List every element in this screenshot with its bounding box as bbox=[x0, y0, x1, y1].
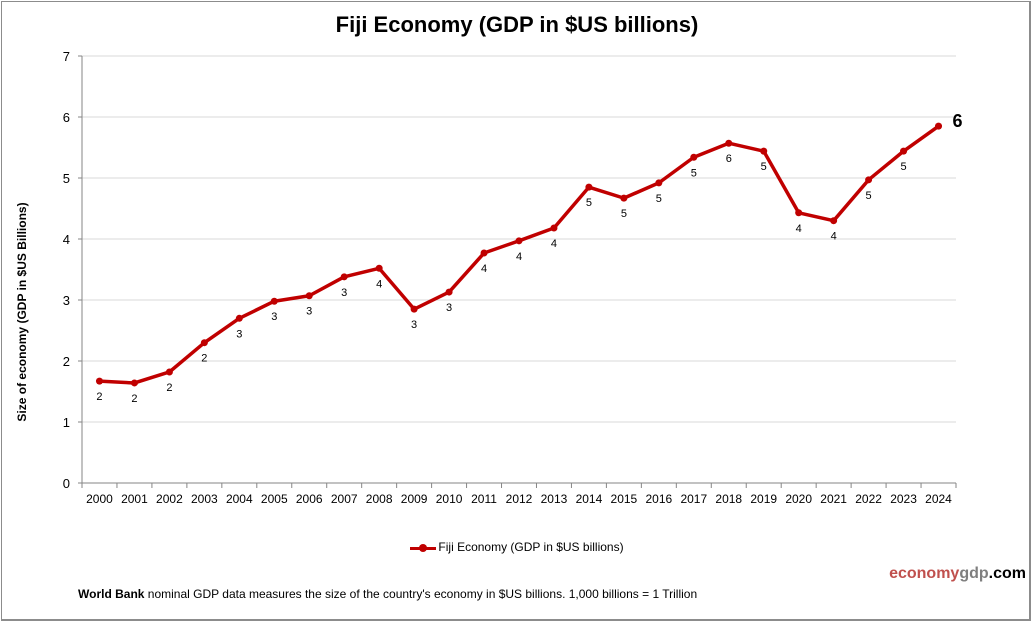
y-tick-label: 5 bbox=[63, 171, 70, 186]
y-tick-label: 1 bbox=[63, 415, 70, 430]
data-label: 4 bbox=[516, 251, 522, 263]
x-tick-label: 2014 bbox=[576, 492, 603, 506]
y-tick-label: 6 bbox=[63, 110, 70, 125]
x-tick-label: 2015 bbox=[611, 492, 638, 506]
data-label: 4 bbox=[551, 238, 557, 250]
data-label: 5 bbox=[866, 190, 872, 202]
data-point bbox=[725, 139, 733, 147]
data-point bbox=[550, 224, 558, 232]
data-point bbox=[655, 179, 663, 187]
data-point bbox=[165, 368, 173, 376]
x-tick-label: 2000 bbox=[86, 492, 113, 506]
data-label: 4 bbox=[831, 231, 837, 243]
y-tick-label: 4 bbox=[63, 232, 70, 247]
data-point bbox=[95, 377, 103, 385]
data-point bbox=[690, 153, 698, 161]
y-tick-label: 2 bbox=[63, 354, 70, 369]
data-label: 2 bbox=[166, 382, 172, 394]
data-point bbox=[410, 305, 418, 313]
legend-swatch bbox=[410, 543, 437, 553]
x-tick-label: 2017 bbox=[680, 492, 707, 506]
data-label: 5 bbox=[761, 161, 767, 173]
data-label: 5 bbox=[586, 197, 592, 209]
data-label: 4 bbox=[376, 278, 382, 290]
x-tick-label: 2019 bbox=[750, 492, 777, 506]
x-tick-label: 2003 bbox=[191, 492, 218, 506]
x-tick-label: 2010 bbox=[436, 492, 463, 506]
x-tick-label: 2022 bbox=[855, 492, 882, 506]
x-tick-label: 2005 bbox=[261, 492, 288, 506]
data-label: 5 bbox=[621, 208, 627, 220]
legend: Fiji Economy (GDP in $US billions) bbox=[0, 540, 1034, 554]
x-tick-label: 2001 bbox=[121, 492, 148, 506]
x-tick-label: 2008 bbox=[366, 492, 393, 506]
data-label: 5 bbox=[691, 167, 697, 179]
data-label: 3 bbox=[306, 306, 312, 318]
data-point bbox=[795, 209, 803, 217]
data-label: 3 bbox=[271, 311, 277, 323]
data-point bbox=[235, 314, 243, 322]
data-point bbox=[865, 176, 873, 184]
source-note: World Bank nominal GDP data measures the… bbox=[78, 587, 697, 601]
y-tick-label: 0 bbox=[63, 476, 70, 491]
x-tick-label: 2007 bbox=[331, 492, 358, 506]
data-point bbox=[900, 147, 908, 155]
data-label: 6 bbox=[726, 153, 732, 165]
x-tick-label: 2020 bbox=[785, 492, 812, 506]
x-tick-label: 2021 bbox=[820, 492, 847, 506]
x-tick-label: 2004 bbox=[226, 492, 253, 506]
x-tick-label: 2006 bbox=[296, 492, 323, 506]
data-point bbox=[130, 379, 138, 387]
data-label: 3 bbox=[236, 328, 242, 340]
data-point bbox=[585, 183, 593, 191]
x-tick-label: 2016 bbox=[645, 492, 672, 506]
data-label: 2 bbox=[96, 391, 102, 403]
data-label: 3 bbox=[411, 319, 417, 331]
data-label: 3 bbox=[446, 302, 452, 314]
data-point bbox=[200, 339, 208, 347]
x-tick-label: 2018 bbox=[715, 492, 742, 506]
data-point bbox=[340, 273, 348, 281]
x-tick-label: 2002 bbox=[156, 492, 183, 506]
data-point bbox=[480, 249, 488, 257]
y-tick-label: 7 bbox=[63, 49, 70, 64]
x-tick-label: 2009 bbox=[401, 492, 428, 506]
data-label: 6 bbox=[953, 111, 963, 131]
source-name: World Bank bbox=[78, 587, 145, 601]
data-point bbox=[830, 217, 838, 225]
x-tick-label: 2013 bbox=[541, 492, 568, 506]
data-point bbox=[375, 264, 383, 272]
x-tick-label: 2011 bbox=[471, 492, 497, 506]
data-point bbox=[620, 194, 628, 202]
data-point bbox=[445, 288, 453, 296]
data-label: 3 bbox=[341, 287, 347, 299]
data-label: 5 bbox=[656, 193, 662, 205]
brand-logo: economygdp.com bbox=[889, 565, 1026, 582]
x-tick-label: 2024 bbox=[925, 492, 952, 506]
data-point bbox=[305, 292, 313, 300]
data-point bbox=[760, 147, 768, 155]
data-label: 4 bbox=[796, 223, 802, 235]
data-point bbox=[270, 297, 278, 305]
data-point bbox=[935, 122, 943, 130]
data-point bbox=[515, 237, 523, 245]
x-tick-label: 2023 bbox=[890, 492, 917, 506]
data-label: 5 bbox=[900, 161, 906, 173]
legend-label: Fiji Economy (GDP in $US billions) bbox=[438, 540, 624, 554]
data-label: 2 bbox=[131, 393, 137, 405]
data-label: 4 bbox=[481, 263, 487, 275]
chart-title: Fiji Economy (GDP in $US billions) bbox=[335, 12, 699, 37]
x-tick-label: 2012 bbox=[506, 492, 533, 506]
data-label: 2 bbox=[201, 353, 207, 365]
source-text: nominal GDP data measures the size of th… bbox=[144, 587, 698, 601]
y-tick-label: 3 bbox=[63, 293, 70, 308]
